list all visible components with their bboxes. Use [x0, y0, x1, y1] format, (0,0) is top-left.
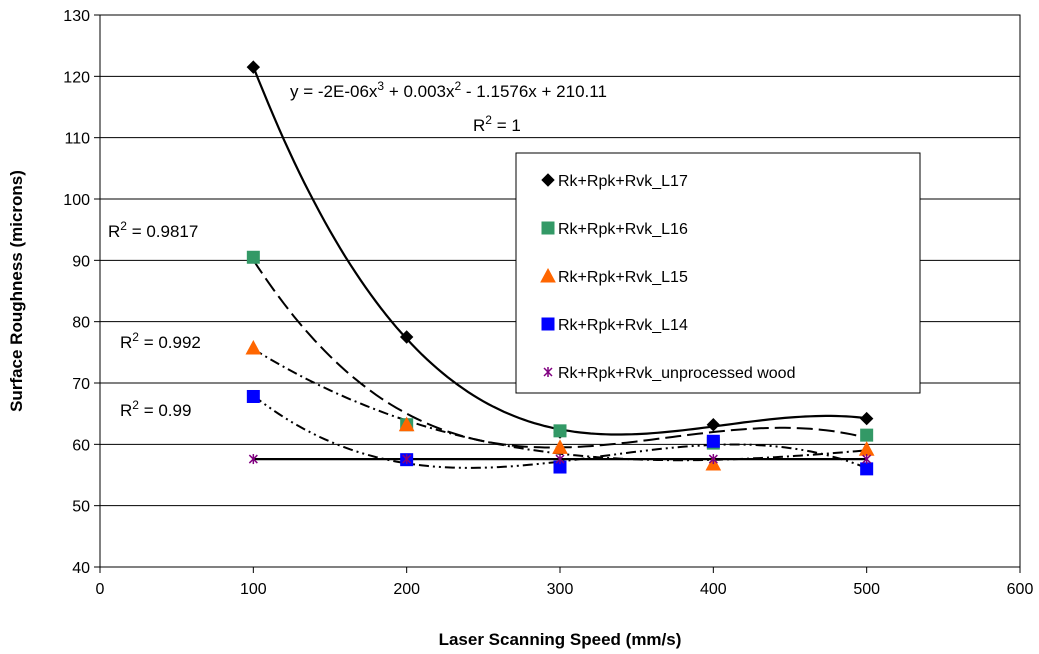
y-tick-label: 120: [63, 69, 90, 86]
y-tick-label: 80: [72, 315, 90, 332]
legend-label-1: Rk+Rpk+Rvk_L17: [558, 173, 688, 190]
data-point-s5-2: [402, 454, 412, 465]
x-tick-label: 0: [96, 581, 105, 598]
y-tick-label: 100: [63, 192, 90, 209]
data-point-s2-1: [246, 250, 260, 264]
legend: Rk+Rpk+Rvk_L17 Rk+Rpk+Rvk_L16 Rk+Rpk+Rvk_L…: [515, 152, 921, 394]
y-axis: 40 50 60 70 80 90 100 110 120 130: [63, 8, 100, 577]
data-point-s4-1: [246, 389, 260, 403]
y-tick-label: 130: [63, 8, 90, 25]
legend-marker-3: [540, 267, 556, 283]
x-tick-label: 500: [853, 581, 880, 598]
y-tick-label: 50: [72, 499, 90, 516]
legend-marker-2: [541, 221, 555, 235]
y-axis-title: Surface Roughness (microns): [7, 170, 26, 412]
x-tick-label: 400: [700, 581, 727, 598]
legend-label-4: Rk+Rpk+Rvk_L14: [558, 317, 688, 334]
legend-marker-5: [543, 367, 553, 377]
r-squared-l14: R2 = 0.99: [120, 398, 191, 420]
x-axis: 0 100 200 300 400 500 600: [96, 567, 1034, 598]
data-point-s5-5: [862, 454, 872, 465]
data-point-s1-5: [859, 411, 874, 426]
y-tick-label: 70: [72, 376, 90, 393]
data-point-s5-1: [248, 454, 258, 465]
y-tick-label: 90: [72, 253, 90, 270]
r-squared-l16: R2 = 0.9817: [108, 219, 198, 241]
trend-line-4: [252, 394, 868, 469]
legend-label-2: Rk+Rpk+Rvk_L16: [558, 221, 688, 238]
data-point-s5-3: [555, 454, 565, 465]
x-tick-label: 100: [240, 581, 267, 598]
data-point-s3-3: [552, 439, 568, 454]
data-point-s2-3: [553, 424, 567, 438]
y-tick-label: 60: [72, 437, 90, 454]
data-point-s1-1: [246, 60, 261, 74]
x-tick-label: 600: [1007, 581, 1034, 598]
data-point-s5-4: [708, 454, 718, 465]
legend-marker-4: [541, 317, 555, 331]
x-tick-label: 300: [547, 581, 574, 598]
y-tick-label: 40: [72, 560, 90, 577]
legend-label-5: Rk+Rpk+Rvk_unprocessed wood: [558, 365, 795, 382]
data-point-s4-5: [860, 462, 874, 476]
data-point-s1-4: [706, 417, 721, 432]
data-point-s3-1: [245, 339, 262, 355]
x-tick-label: 200: [393, 581, 420, 598]
r-squared-l17: R2 = 1: [473, 113, 521, 135]
data-point-s3-2: [398, 416, 415, 432]
legend-marker-1: [541, 173, 555, 187]
data-point-s1-2: [399, 330, 414, 344]
legend-label-3: Rk+Rpk+Rvk_L15: [558, 269, 688, 286]
trend-equation-l17: y = -2E-06x3 + 0.003x2 - 1.1576x + 210.1…: [290, 79, 607, 101]
y-tick-label: 110: [64, 131, 90, 148]
x-axis-title: Laser Scanning Speed (mm/s): [439, 630, 682, 649]
legend-box: [515, 152, 921, 394]
data-markers: [245, 60, 875, 476]
data-point-s4-4: [706, 434, 720, 448]
data-point-s2-5: [860, 428, 874, 442]
r-squared-l15: R2 = 0.992: [120, 330, 201, 352]
